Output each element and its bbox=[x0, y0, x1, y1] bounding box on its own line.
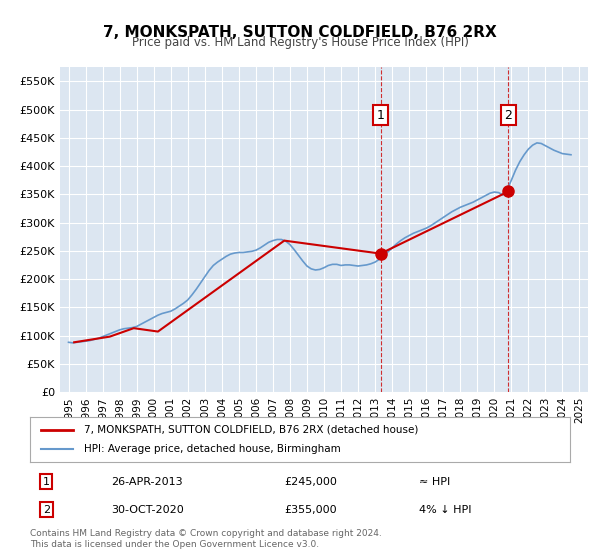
Text: £355,000: £355,000 bbox=[284, 505, 337, 515]
Text: 30-OCT-2020: 30-OCT-2020 bbox=[111, 505, 184, 515]
Text: ≈ HPI: ≈ HPI bbox=[419, 477, 450, 487]
Text: Price paid vs. HM Land Registry's House Price Index (HPI): Price paid vs. HM Land Registry's House … bbox=[131, 36, 469, 49]
Text: 7, MONKSPATH, SUTTON COLDFIELD, B76 2RX: 7, MONKSPATH, SUTTON COLDFIELD, B76 2RX bbox=[103, 25, 497, 40]
Text: 2: 2 bbox=[505, 109, 512, 122]
Text: £245,000: £245,000 bbox=[284, 477, 337, 487]
Text: HPI: Average price, detached house, Birmingham: HPI: Average price, detached house, Birm… bbox=[84, 445, 341, 455]
Text: 7, MONKSPATH, SUTTON COLDFIELD, B76 2RX (detached house): 7, MONKSPATH, SUTTON COLDFIELD, B76 2RX … bbox=[84, 424, 418, 435]
Text: 4% ↓ HPI: 4% ↓ HPI bbox=[419, 505, 472, 515]
Text: This data is licensed under the Open Government Licence v3.0.: This data is licensed under the Open Gov… bbox=[30, 540, 319, 549]
Text: 2: 2 bbox=[43, 505, 50, 515]
Text: Contains HM Land Registry data © Crown copyright and database right 2024.: Contains HM Land Registry data © Crown c… bbox=[30, 529, 382, 538]
Text: 1: 1 bbox=[377, 109, 385, 122]
Text: 1: 1 bbox=[43, 477, 50, 487]
Text: 26-APR-2013: 26-APR-2013 bbox=[111, 477, 182, 487]
